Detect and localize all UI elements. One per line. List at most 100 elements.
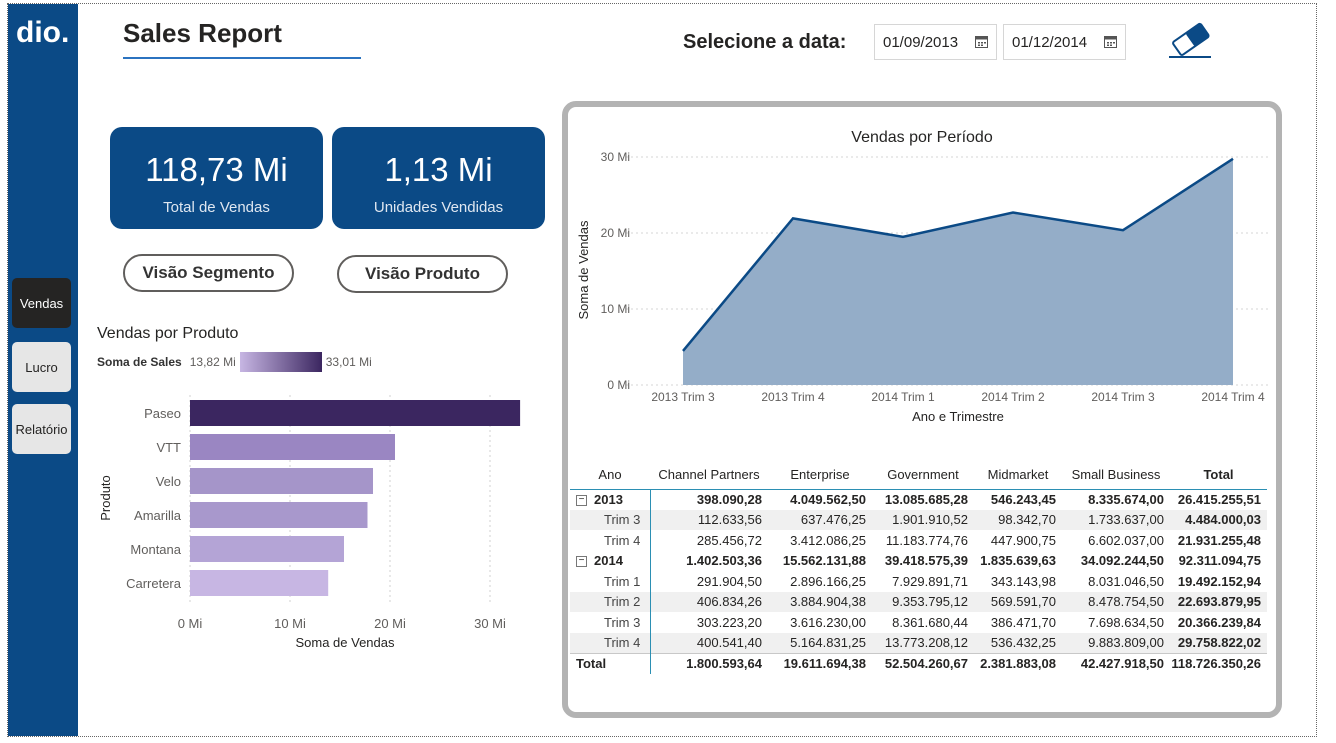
- matrix-cell: 285.456,72: [696, 532, 762, 548]
- matrix-cell: 4.484.000,03: [1170, 509, 1267, 530]
- collapse-icon[interactable]: −: [576, 495, 587, 507]
- matrix-cell: 1.835.639,63: [980, 553, 1056, 569]
- y-axis-title: Produto: [98, 475, 113, 521]
- matrix-cell: 386.471,70: [990, 614, 1056, 630]
- matrix-cell: 19.611.694,38: [768, 652, 872, 674]
- matrix-cell: 291.904,50: [696, 573, 762, 589]
- column-header[interactable]: Channel Partners: [650, 460, 768, 490]
- x-tick-label: 2014 Trim 3: [1091, 390, 1155, 404]
- matrix-row: Total 1.800.593,64 19.611.694,38 52.504.260…: [570, 652, 1267, 674]
- y-tick-label: 10 Mi: [601, 302, 630, 316]
- row-label: Total: [570, 652, 651, 674]
- matrix-cell: 34.092.244,50: [1080, 553, 1164, 569]
- logo-text: dio.: [16, 16, 69, 49]
- start-date-input[interactable]: 01/09/2013: [874, 24, 997, 60]
- matrix-cell: 637.476,25: [768, 509, 872, 530]
- calendar-icon[interactable]: [1104, 35, 1117, 48]
- row-label-text: Trim 1: [604, 573, 641, 589]
- column-header[interactable]: Midmarket: [974, 460, 1062, 490]
- column-header[interactable]: Total: [1170, 460, 1267, 490]
- matrix-cell: 303.223,20: [696, 614, 762, 630]
- matrix-cell: 8.031.046,50: [1088, 573, 1164, 589]
- matrix-cell: 11.183.774,76: [885, 532, 968, 548]
- visao-segmento-button[interactable]: Visão Segmento: [123, 254, 294, 292]
- calendar-icon[interactable]: [975, 35, 988, 48]
- row-label-text: Trim 3: [604, 614, 641, 630]
- x-tick-label: 10 Mi: [274, 616, 306, 631]
- x-tick-label: 0 Mi: [178, 616, 203, 631]
- matrix-cell: 5.164.831,25: [768, 632, 872, 653]
- legend-min: 13,82 Mi: [189, 355, 236, 369]
- matrix-cell: 13.085.685,28: [884, 492, 968, 507]
- y-tick-label: Carretera: [126, 576, 182, 591]
- sales-matrix: Ano Channel Partners Enterprise Government M…: [570, 460, 1267, 674]
- matrix-cell: 3.616.230,00: [790, 614, 866, 630]
- matrix-cell: 42.427.918,50: [1062, 652, 1170, 674]
- y-tick-label: Montana: [130, 542, 181, 557]
- x-tick-label: 2013 Trim 4: [761, 390, 825, 404]
- matrix-cell: 92.311.094,75: [1178, 553, 1261, 569]
- series-line: [682, 157, 1234, 352]
- x-tick-label: 30 Mi: [474, 616, 506, 631]
- matrix-cell: 1.800.593,64: [650, 652, 768, 674]
- bar-chart: 0 Mi 10 Mi 20 Mi 30 Mi Paseo VTT Velo Amarilla M…: [98, 395, 521, 650]
- x-tick-label: 20 Mi: [374, 616, 406, 631]
- page-title: Sales Report: [123, 18, 282, 48]
- matrix-row: Trim 3 303.223,20 3.616.230,00 8.361.680,44…: [570, 612, 1267, 633]
- matrix-cell: 52.504.260,67: [872, 652, 974, 674]
- matrix-cell: 29.758.822,02: [1170, 632, 1267, 653]
- matrix-cell: 26.415.255,51: [1177, 492, 1261, 507]
- matrix-cell: 22.693.879,95: [1170, 591, 1267, 612]
- legend-gradient: [239, 352, 322, 372]
- x-axis-title: Ano e Trimestre: [912, 409, 1004, 424]
- kpi-total-vendas: 118,73 Mi Total de Vendas: [110, 127, 323, 229]
- matrix-row: −2013 398.090,28 4.049.562,50 13.085.685,28…: [570, 489, 1267, 510]
- bar: [190, 570, 329, 596]
- area-chart: 0 Mi 10 Mi 20 Mi 30 Mi 2013 Trim 3 2013 Trim …: [576, 150, 1268, 424]
- matrix-cell: 7.698.634,50: [1088, 614, 1164, 630]
- nav-relatorio[interactable]: Relatório: [12, 404, 71, 454]
- matrix-cell: 7.929.891,71: [892, 573, 968, 589]
- matrix-cell: 569.591,70: [974, 591, 1062, 612]
- row-label: Trim 4: [570, 632, 651, 653]
- kpi-value: 1,13 Mi: [384, 151, 493, 188]
- row-label: Trim 3: [570, 509, 651, 530]
- nav-vendas[interactable]: Vendas: [12, 278, 71, 328]
- row-label: Trim 1: [570, 571, 651, 592]
- column-header[interactable]: Government: [872, 460, 974, 490]
- y-tick-label: VTT: [156, 440, 181, 455]
- matrix-header-row: Ano Channel Partners Enterprise Government M…: [570, 460, 1267, 490]
- nav-lucro[interactable]: Lucro: [12, 342, 71, 392]
- kpi-unidades-vendidas: 1,13 Mi Unidades Vendidas: [332, 127, 545, 229]
- bar: [190, 536, 344, 562]
- collapse-icon[interactable]: −: [576, 556, 587, 568]
- legend-title: Soma de Sales: [97, 355, 182, 369]
- column-header[interactable]: Ano: [570, 460, 650, 490]
- kpi-label: Total de Vendas: [163, 199, 270, 216]
- bar-chart-legend: Soma de Sales 13,82 Mi 33,01 Mi: [97, 352, 372, 372]
- area-chart-title: Vendas por Período: [851, 129, 993, 146]
- matrix-cell: 343.143,98: [990, 573, 1056, 589]
- end-date-input[interactable]: 01/12/2014: [1003, 24, 1126, 60]
- matrix-cell: 1.402.503,36: [686, 553, 762, 569]
- row-label-text: 2014: [594, 553, 623, 569]
- dio-logo: dio.: [16, 16, 69, 49]
- area-fill: [683, 158, 1233, 385]
- matrix-cell: 447.900,75: [990, 532, 1056, 548]
- matrix-row: Trim 1 291.904,50 2.896.166,25 7.929.891,71…: [570, 571, 1267, 592]
- bar: [190, 400, 521, 426]
- matrix-cell: 9.883.809,00: [1062, 632, 1170, 653]
- y-tick-label: 0 Mi: [607, 378, 630, 392]
- y-axis-title: Soma de Vendas: [576, 220, 591, 320]
- matrix-row: Trim 4 400.541,40 5.164.831,25 13.773.208,1…: [570, 632, 1267, 653]
- matrix-cell: 2.896.166,25: [790, 573, 866, 589]
- matrix-cell: 9.353.795,12: [872, 591, 974, 612]
- eraser-icon[interactable]: [1166, 20, 1214, 60]
- visao-produto-button[interactable]: Visão Produto: [337, 255, 508, 293]
- date-label: Selecione a data:: [683, 31, 847, 53]
- matrix-cell: 13.773.208,12: [872, 632, 974, 653]
- column-header[interactable]: Enterprise: [768, 460, 872, 490]
- column-header[interactable]: Small Business: [1062, 460, 1170, 490]
- matrix-cell: 20.366.239,84: [1177, 614, 1261, 630]
- row-label: Trim 4: [570, 530, 651, 551]
